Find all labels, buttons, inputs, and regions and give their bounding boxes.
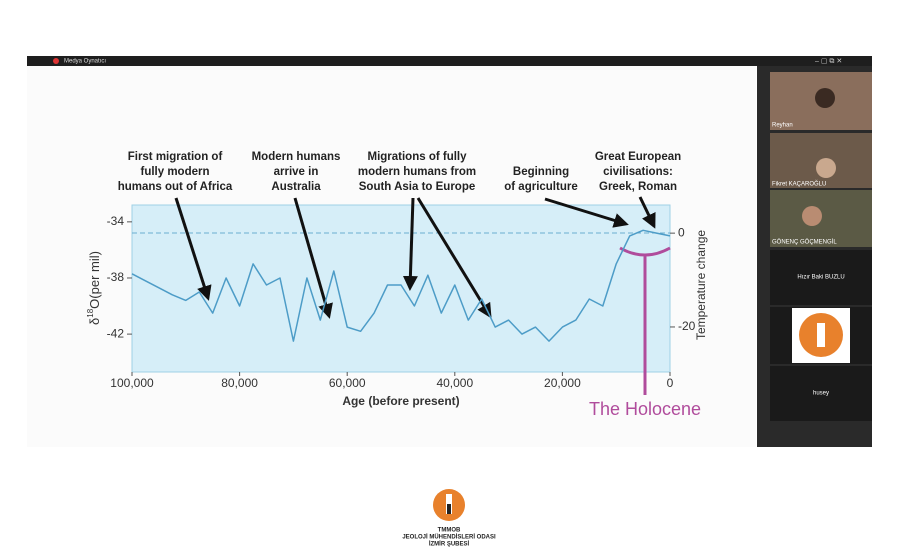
annotation: civilisations:: [603, 166, 673, 178]
annotation: fully modern: [140, 166, 209, 178]
x-tick-label: 100,000: [110, 376, 154, 390]
video-tile[interactable]: [770, 366, 872, 421]
participant-name: Hızır Baki BUZLU: [797, 275, 844, 281]
y-label-suffix: O(per mil): [87, 251, 102, 309]
annotation: of agriculture: [504, 181, 577, 193]
annotation: South Asia to Europe: [359, 181, 476, 193]
logo-text: İZMİR ŞUBESİ: [429, 541, 470, 548]
y2-tick-label: -20: [678, 319, 696, 333]
annotation: arrive in: [274, 166, 319, 178]
window-bar: [27, 56, 872, 66]
y2-axis-label: Temperature change: [694, 230, 708, 340]
plot-area: [131, 204, 671, 373]
y2-tick-label: 0: [678, 225, 685, 239]
participant-name: husey: [813, 391, 829, 397]
y-tick-label: -38: [107, 270, 125, 284]
participant-name: Reyhan: [772, 123, 793, 129]
y-axis-label: δ18O(per mil): [86, 251, 102, 325]
window-controls[interactable]: – ▢ ⧉ ✕: [815, 58, 842, 65]
video-tile[interactable]: [770, 250, 872, 305]
annotation: humans out of Africa: [118, 181, 233, 193]
y-label-sup: 18: [86, 308, 95, 317]
window-title: Medya Oynatıcı: [64, 59, 106, 65]
participant-name: GÖNENÇ GÖÇMENGİL: [772, 239, 837, 246]
logo-text: TMMOB: [438, 528, 461, 534]
x-tick-label: 40,000: [436, 376, 473, 390]
annotation: modern humans from: [358, 166, 476, 178]
annotation: Greek, Roman: [599, 181, 677, 193]
app-icon: [53, 58, 59, 64]
y-tick-label: -42: [107, 326, 125, 340]
y-tick-label: -34: [107, 214, 125, 228]
annotation: Modern humans: [252, 151, 341, 163]
arrows: [174, 196, 656, 319]
annotation: First migration of: [128, 151, 223, 163]
x-tick-label: 20,000: [544, 376, 581, 390]
annotation: Great European: [595, 151, 681, 163]
holocene-bracket: [619, 246, 671, 395]
x-axis-label: Age (before present): [342, 394, 459, 408]
holocene-label: The Holocene: [589, 399, 701, 419]
x-tick-label: 0: [667, 376, 674, 390]
y-label-prefix: δ: [87, 318, 102, 325]
annotation: Beginning: [513, 166, 569, 178]
logo-text: JEOLOJİ MÜHENDİSLERİ ODASI: [402, 534, 496, 541]
participant-name: Fikret KAÇAROĞLU: [772, 181, 826, 188]
x-tick-label: 80,000: [221, 376, 258, 390]
x-tick-label: 60,000: [329, 376, 366, 390]
data-line: [131, 229, 671, 342]
annotation: Migrations of fully: [367, 151, 467, 163]
annotation: Australia: [271, 181, 321, 193]
